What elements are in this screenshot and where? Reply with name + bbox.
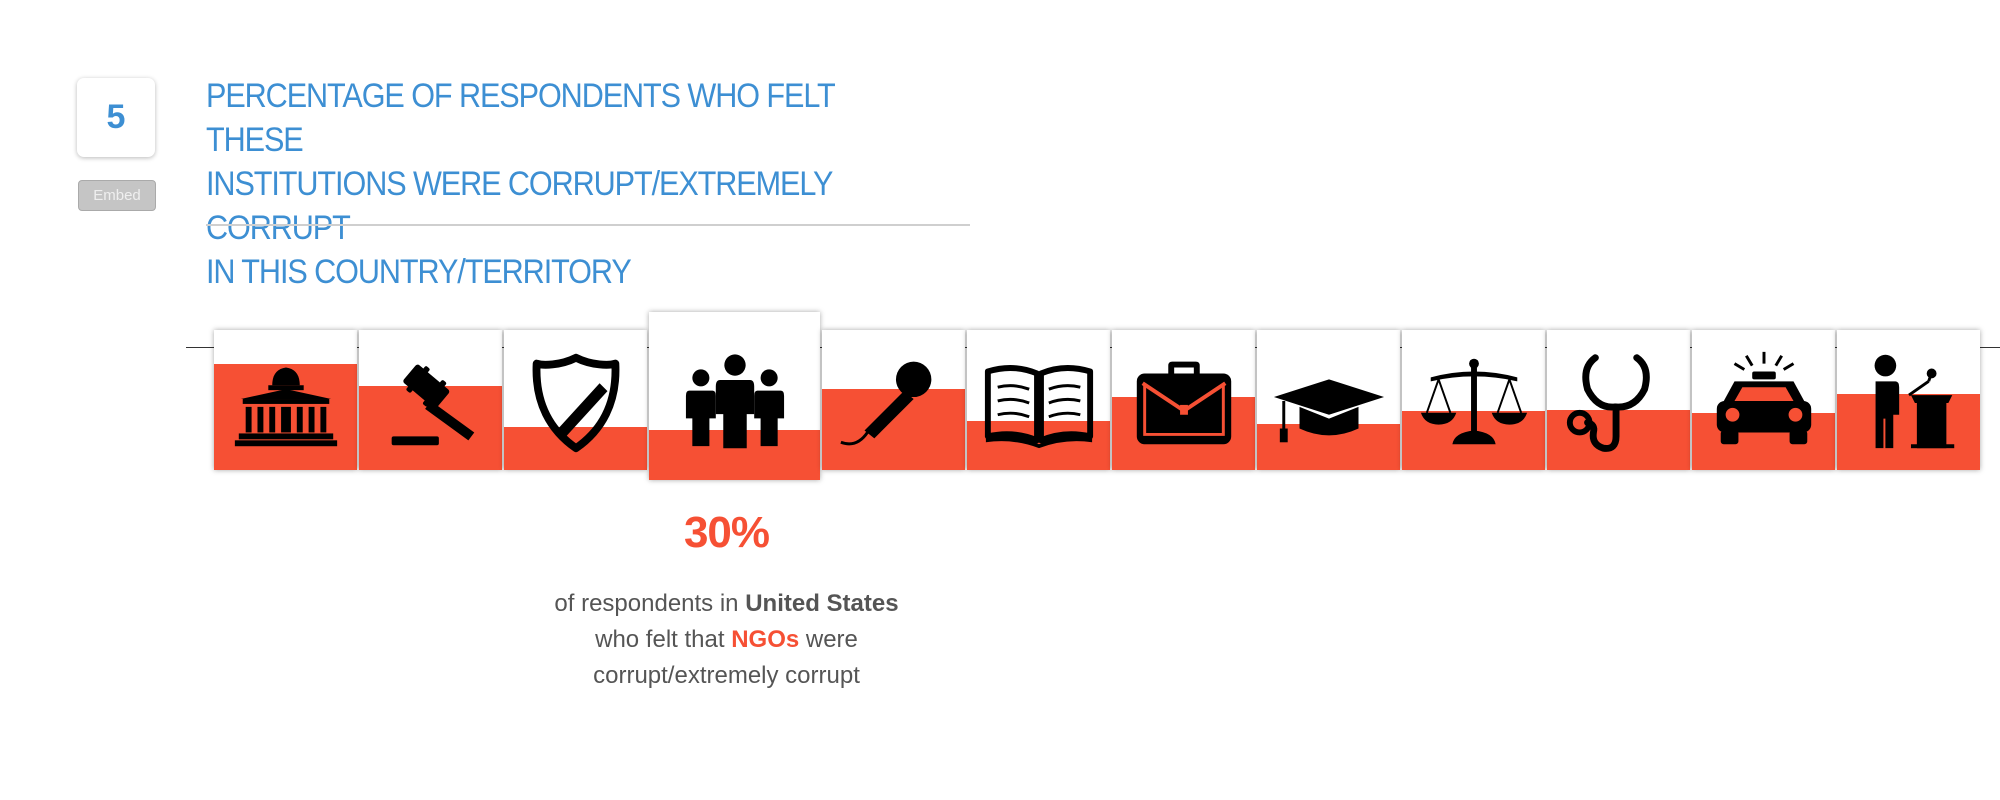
embed-button[interactable]: Embed — [78, 180, 156, 211]
graduation-cap-icon — [1273, 379, 1384, 443]
stethoscope-icon — [1566, 354, 1650, 452]
description-prefix: of respondents in — [554, 590, 746, 617]
selected-percent: 30% — [683, 508, 770, 557]
tile-graduation-cap[interactable] — [1257, 330, 1400, 470]
people-group-icon — [685, 354, 784, 449]
chart-number-badge: 5 — [77, 78, 155, 157]
tile-open-book[interactable] — [967, 330, 1110, 470]
description-line-1: of respondents in United States — [500, 586, 953, 622]
tile-police-shield[interactable] — [504, 330, 647, 470]
tile-capitol-building[interactable] — [214, 330, 357, 470]
description-mid2: were — [799, 626, 858, 653]
tile-speaker-podium[interactable] — [1837, 330, 1980, 470]
description-line-3: corrupt/extremely corrupt — [593, 662, 860, 689]
speaker-podium-icon — [1874, 354, 1954, 449]
institution-name: NGOs — [731, 626, 800, 653]
description-line-2: who felt that NGOs were — [500, 622, 953, 658]
microphone-icon — [839, 361, 931, 446]
tile-microphone[interactable] — [822, 330, 965, 470]
chart-title: PERCENTAGE OF RESPONDENTS WHO FELT THESE… — [206, 77, 835, 291]
title-divider — [206, 224, 970, 226]
description-mid: who felt that — [595, 626, 732, 653]
tile-scales-of-justice[interactable] — [1402, 330, 1545, 470]
tile-briefcase[interactable] — [1112, 330, 1255, 470]
country-name: United States — [745, 590, 899, 617]
police-shield-icon — [532, 353, 619, 453]
selected-description: of respondents in United States who felt… — [500, 586, 953, 694]
value-fill-bar — [1837, 394, 1980, 470]
scales-of-justice-icon — [1420, 358, 1527, 445]
gavel-icon — [391, 364, 474, 446]
capitol-building-icon — [234, 359, 337, 447]
tile-police-car[interactable] — [1692, 330, 1835, 470]
tile-stethoscope[interactable] — [1547, 330, 1690, 470]
tile-gavel[interactable] — [359, 330, 502, 470]
tile-people-group[interactable] — [649, 312, 820, 480]
police-car-icon — [1716, 351, 1811, 445]
briefcase-icon — [1136, 361, 1231, 445]
open-book-icon — [984, 365, 1093, 449]
